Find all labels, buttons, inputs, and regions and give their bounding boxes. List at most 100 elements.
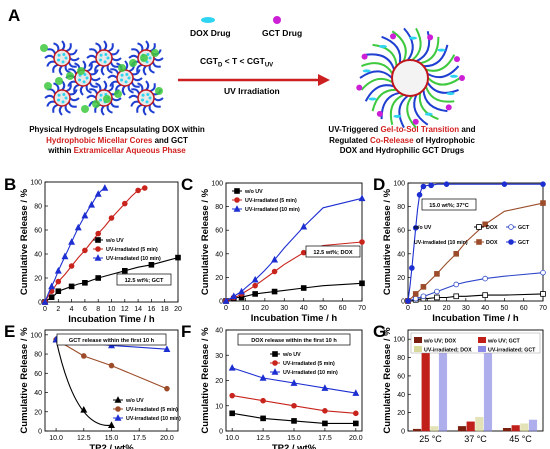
data-point <box>42 299 48 305</box>
data-point <box>234 197 240 203</box>
data-point <box>271 368 279 375</box>
dox-drug <box>378 44 387 48</box>
gct-drug <box>118 64 126 72</box>
dissociated-micelle <box>356 27 465 129</box>
gct-drug <box>459 75 465 81</box>
polymer-chain <box>67 80 77 87</box>
x-tick-label: 12.5 <box>77 435 91 442</box>
polymer-chain <box>61 40 66 51</box>
panel-label-e: E <box>4 322 15 341</box>
polymer-chain <box>58 65 63 76</box>
polymer-chain <box>89 69 99 76</box>
data-point <box>358 194 366 202</box>
polymer-chain <box>151 101 161 108</box>
data-point <box>359 239 365 245</box>
polymer-chain <box>88 60 98 67</box>
x-category-label: 45 °C <box>509 434 532 444</box>
x-tick-label: 8 <box>96 306 100 313</box>
right-caption-line: Regulated Co-Release of Hydrophobic <box>302 136 502 147</box>
polymer-chain <box>359 70 393 79</box>
legend-label: UV-irradiated; GCT <box>488 348 536 354</box>
right-caption-segment: Co-Release <box>370 135 414 145</box>
gct-drug <box>114 90 122 98</box>
data-point <box>95 246 101 252</box>
x-tick-label: 2 <box>56 306 60 313</box>
dox-drug <box>148 56 152 60</box>
polymer-chain <box>372 43 398 67</box>
dox-drug <box>145 100 149 104</box>
data-point <box>101 184 109 191</box>
bar <box>457 426 467 432</box>
polymer-chain <box>371 88 397 112</box>
x-tick-label: 14 <box>134 306 142 313</box>
polymer-chain <box>106 104 113 114</box>
data-point <box>416 192 423 198</box>
series <box>52 335 171 353</box>
polymer-chain <box>58 105 63 116</box>
data-point <box>290 379 298 386</box>
panel-label-g: G <box>373 322 386 341</box>
dox-drug <box>141 98 145 102</box>
data-point <box>52 335 60 343</box>
legend: w/o UV UV-irradiated (5 min) UV-irradiated… <box>93 237 161 262</box>
polymer-chain <box>109 80 119 87</box>
dox-drug <box>104 52 108 56</box>
x-tick-label: 50 <box>319 305 327 312</box>
y-tick-label: 40 <box>34 390 42 397</box>
gct-legend-label: GCT Drug <box>262 28 303 38</box>
y-tick-label: 0 <box>38 429 42 436</box>
legend-label: w/o UV <box>282 352 301 358</box>
dox-drug <box>437 48 446 52</box>
legend-label: UV-irradiated (5 min) <box>126 407 178 413</box>
data-point <box>540 200 546 206</box>
data-point <box>252 291 258 297</box>
series-line <box>55 339 112 426</box>
left-caption-segment: within <box>48 146 74 155</box>
uv-irradiation-label: UV Irradiation <box>224 86 280 96</box>
data-point <box>55 288 62 294</box>
dox-drug <box>57 53 61 57</box>
polymer-chain <box>52 103 59 113</box>
data-point <box>412 295 419 302</box>
x-axis-label: Incubation Time / h <box>251 313 338 324</box>
micelle <box>44 40 80 76</box>
data-point <box>271 255 279 263</box>
micelle-core <box>137 89 155 107</box>
panel-label-b: B <box>4 175 16 194</box>
y-axis-label: Cumulative Release / % <box>382 188 393 295</box>
polymer-chain <box>111 57 122 62</box>
data-point <box>508 224 514 230</box>
data-point <box>81 211 89 219</box>
data-point <box>412 225 419 231</box>
legend-label: w/o UV; GCT <box>487 339 521 345</box>
x-axis-label: Incubation Time / h <box>68 314 155 325</box>
polymer-chain <box>68 49 78 56</box>
polymer-chain <box>403 27 414 61</box>
data-point <box>82 279 88 286</box>
polymer-chain <box>121 85 126 96</box>
x-tick-label: 50 <box>501 305 509 312</box>
title-box-label: GCT release within the first 10 h <box>69 338 155 344</box>
data-point <box>420 293 427 300</box>
x-tick-label: 40 <box>300 305 308 312</box>
condition-label: 12.5 wt%; DOX <box>313 250 352 256</box>
polymer-chain <box>44 94 55 99</box>
dox-drug <box>61 60 65 64</box>
x-tick-label: 17.5 <box>318 435 332 442</box>
series <box>405 291 546 304</box>
data-point <box>252 282 258 289</box>
data-point <box>94 190 102 197</box>
series-line <box>232 367 356 394</box>
data-point <box>223 298 229 304</box>
right-caption: UV-Triggered Gel-to-Sol Transition and Re… <box>302 125 502 157</box>
gct-drug <box>356 84 363 91</box>
series-line <box>232 395 356 414</box>
x-axis-label: TP2 / wt% <box>272 443 317 449</box>
dox-drug <box>83 72 87 76</box>
polymer-chain <box>426 81 459 94</box>
dox-drug <box>424 112 433 116</box>
data-point <box>95 237 101 243</box>
left-caption-line: within Extramicellar Aqueous Phase <box>12 146 222 157</box>
plot-frame <box>225 329 363 432</box>
